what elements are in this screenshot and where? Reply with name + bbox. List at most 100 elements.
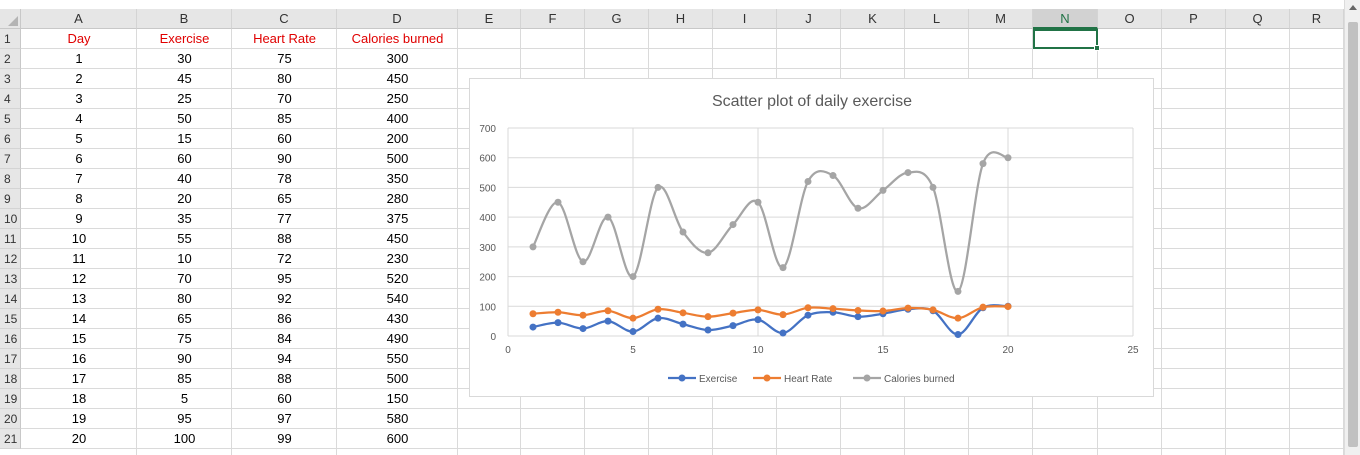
cell-b2[interactable]: 30 xyxy=(177,51,192,66)
header-cell-c1[interactable]: Heart Rate xyxy=(253,31,316,46)
cell-a11[interactable]: 10 xyxy=(71,231,87,246)
cell-d11[interactable]: 450 xyxy=(386,231,409,246)
cell-a17[interactable]: 16 xyxy=(71,351,87,366)
cell-b10[interactable]: 35 xyxy=(177,211,192,226)
cell-c9[interactable]: 65 xyxy=(277,191,292,206)
cell-c11[interactable]: 88 xyxy=(277,231,292,246)
column-header-p[interactable]: P xyxy=(1162,9,1226,29)
cell-d20[interactable]: 580 xyxy=(386,411,409,426)
column-header-r[interactable]: R xyxy=(1290,9,1344,29)
cell-c14[interactable]: 92 xyxy=(277,291,292,306)
header-cell-b1[interactable]: Exercise xyxy=(159,31,210,46)
cell-a10[interactable]: 9 xyxy=(75,211,83,226)
cell-d2[interactable]: 300 xyxy=(386,51,409,66)
row-header-7[interactable]: 7 xyxy=(0,149,21,169)
header-cell-d1[interactable]: Calories burned xyxy=(351,31,444,46)
row-header-1[interactable]: 1 xyxy=(0,29,21,49)
cell-c2[interactable]: 75 xyxy=(277,51,292,66)
cell-c8[interactable]: 78 xyxy=(277,171,292,186)
cell-c15[interactable]: 86 xyxy=(277,311,292,326)
row-header-16[interactable]: 16 xyxy=(0,329,21,349)
cell-d16[interactable]: 490 xyxy=(386,331,409,346)
cell-d14[interactable]: 540 xyxy=(386,291,409,306)
cell-b8[interactable]: 40 xyxy=(177,171,192,186)
cell-a12[interactable]: 11 xyxy=(72,251,86,266)
fill-handle[interactable] xyxy=(1094,45,1100,51)
cell-d19[interactable]: 150 xyxy=(386,391,409,406)
column-header-b[interactable]: B xyxy=(137,9,232,29)
column-header-h[interactable]: H xyxy=(649,9,713,29)
cell-a5[interactable]: 4 xyxy=(75,111,83,126)
cell-a13[interactable]: 12 xyxy=(71,271,87,286)
cell-a3[interactable]: 2 xyxy=(75,71,83,86)
cell-d18[interactable]: 500 xyxy=(386,371,409,386)
column-header-k[interactable]: K xyxy=(841,9,905,29)
header-cell-a1[interactable]: Day xyxy=(67,31,91,46)
cell-a9[interactable]: 8 xyxy=(75,191,83,206)
cell-a20[interactable]: 19 xyxy=(71,411,87,426)
column-header-c[interactable]: C xyxy=(232,9,337,29)
cell-b17[interactable]: 90 xyxy=(177,351,192,366)
cell-b14[interactable]: 80 xyxy=(177,291,192,306)
cell-c10[interactable]: 77 xyxy=(277,211,292,226)
column-header-l[interactable]: L xyxy=(905,9,969,29)
cell-b18[interactable]: 85 xyxy=(177,371,192,386)
scroll-up-arrow-icon[interactable] xyxy=(1345,0,1360,16)
cell-b4[interactable]: 25 xyxy=(177,91,192,106)
cell-c13[interactable]: 95 xyxy=(277,271,292,286)
cell-d3[interactable]: 450 xyxy=(386,71,409,86)
cell-b15[interactable]: 65 xyxy=(177,311,192,326)
select-all-corner[interactable] xyxy=(0,9,21,29)
cell-a6[interactable]: 5 xyxy=(75,131,83,146)
row-header-18[interactable]: 18 xyxy=(0,369,21,389)
cell-b5[interactable]: 50 xyxy=(177,111,192,126)
column-header-i[interactable]: I xyxy=(713,9,777,29)
column-header-d[interactable]: D xyxy=(337,9,458,29)
row-header-4[interactable]: 4 xyxy=(0,89,21,109)
row-header-20[interactable]: 20 xyxy=(0,409,21,429)
cell-c20[interactable]: 97 xyxy=(277,411,292,426)
cell-a14[interactable]: 13 xyxy=(71,291,87,306)
cell-b16[interactable]: 75 xyxy=(177,331,192,346)
row-header-17[interactable]: 17 xyxy=(0,349,21,369)
cell-c18[interactable]: 88 xyxy=(277,371,292,386)
cell-d12[interactable]: 230 xyxy=(386,251,409,266)
scrollbar-thumb[interactable] xyxy=(1348,22,1358,447)
row-header-21[interactable]: 21 xyxy=(0,429,21,449)
cell-a16[interactable]: 15 xyxy=(71,331,87,346)
cell-d10[interactable]: 375 xyxy=(386,211,409,226)
row-header-2[interactable]: 2 xyxy=(0,49,21,69)
cell-c5[interactable]: 85 xyxy=(277,111,292,126)
cell-b6[interactable]: 15 xyxy=(177,131,192,146)
row-header-6[interactable]: 6 xyxy=(0,129,21,149)
row-header-9[interactable]: 9 xyxy=(0,189,21,209)
cell-d6[interactable]: 200 xyxy=(386,131,409,146)
row-header-19[interactable]: 19 xyxy=(0,389,21,409)
column-header-j[interactable]: J xyxy=(777,9,841,29)
cell-c19[interactable]: 60 xyxy=(277,391,292,406)
cell-d8[interactable]: 350 xyxy=(386,171,409,186)
row-header-11[interactable]: 11 xyxy=(0,229,21,249)
column-header-a[interactable]: A xyxy=(21,9,137,29)
cell-c4[interactable]: 70 xyxy=(277,91,292,106)
cell-a8[interactable]: 7 xyxy=(75,171,83,186)
cell-d15[interactable]: 430 xyxy=(386,311,409,326)
cell-a7[interactable]: 6 xyxy=(75,151,83,166)
cell-d4[interactable]: 250 xyxy=(386,91,409,106)
row-header-3[interactable]: 3 xyxy=(0,69,21,89)
row-header-13[interactable]: 13 xyxy=(0,269,21,289)
cell-b9[interactable]: 20 xyxy=(177,191,192,206)
cell-d9[interactable]: 280 xyxy=(386,191,409,206)
cell-a19[interactable]: 18 xyxy=(71,391,87,406)
row-header-15[interactable]: 15 xyxy=(0,309,21,329)
selected-cell-n1[interactable] xyxy=(1033,29,1100,51)
cell-b12[interactable]: 10 xyxy=(177,251,192,266)
cell-c17[interactable]: 94 xyxy=(277,351,292,366)
column-header-m[interactable]: M xyxy=(969,9,1033,29)
cell-a15[interactable]: 14 xyxy=(71,311,87,326)
cell-a2[interactable]: 1 xyxy=(75,51,83,66)
row-header-8[interactable]: 8 xyxy=(0,169,21,189)
cell-a18[interactable]: 17 xyxy=(71,371,87,386)
cell-a4[interactable]: 3 xyxy=(75,91,83,106)
vertical-scrollbar[interactable] xyxy=(1344,0,1360,455)
